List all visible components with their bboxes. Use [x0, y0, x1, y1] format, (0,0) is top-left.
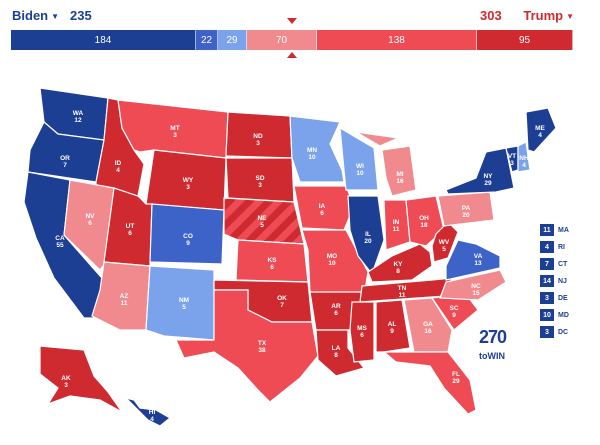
state-al[interactable]: [375, 299, 411, 353]
chevron-down-icon: ▼: [566, 12, 574, 22]
state-nm[interactable]: [145, 265, 215, 341]
trump-total: 303: [480, 8, 502, 23]
270towin-logo: 270 toWIN: [479, 327, 507, 364]
state-ne[interactable]: [223, 197, 305, 245]
state-ny[interactable]: [445, 147, 515, 195]
bar-segment-likely-d[interactable]: 22: [196, 30, 218, 50]
segment-value: 184: [94, 34, 112, 46]
bar-segment-likely-r[interactable]: 138: [317, 30, 477, 50]
bar-segment-safe-r[interactable]: 95: [477, 30, 573, 50]
biden-total: 235: [70, 8, 92, 23]
logo-sub: toWIN: [479, 351, 505, 361]
state-ga[interactable]: [403, 297, 453, 353]
state-me[interactable]: [525, 107, 557, 153]
bar-segment-lean-r[interactable]: 70: [247, 30, 317, 50]
small-state-ma[interactable]: 11 MA: [540, 222, 569, 238]
270-marker-top-icon: [287, 18, 297, 24]
state-sd[interactable]: [225, 157, 295, 203]
state-hi[interactable]: [124, 396, 172, 427]
state-fl[interactable]: [382, 351, 477, 415]
small-state-abbr: DC: [558, 328, 569, 336]
state-la[interactable]: [315, 329, 366, 377]
small-state-ev: 3: [540, 292, 554, 304]
small-state-abbr: DE: [558, 294, 568, 302]
small-state-abbr: CT: [558, 260, 568, 268]
segment-value: 70: [275, 34, 288, 46]
small-state-ev: 4: [540, 241, 554, 253]
state-nd[interactable]: [225, 111, 293, 159]
state-tx[interactable]: [175, 289, 319, 403]
state-ks[interactable]: [235, 239, 309, 283]
small-state-ev: 10: [540, 309, 554, 321]
state-mi[interactable]: [355, 131, 417, 197]
state-ky[interactable]: [367, 243, 433, 283]
small-state-abbr: RI: [558, 243, 565, 251]
biden-label: Biden: [12, 8, 49, 23]
small-state-abbr: MD: [558, 311, 569, 319]
small-state-abbr: MA: [558, 226, 569, 234]
header-bar: Biden ▼ 235 303 Trump ▼: [0, 0, 600, 28]
segment-value: 29: [226, 34, 238, 46]
us-electoral-map: WA12OR7CA55ID4NV6MT3WY3UT6AZ11CO9NM5ND3S…: [23, 87, 557, 427]
state-az[interactable]: [91, 261, 151, 331]
small-state-dc[interactable]: 3 DC: [540, 324, 569, 340]
state-mt[interactable]: [117, 99, 229, 159]
state-in[interactable]: [383, 199, 411, 251]
state-wy[interactable]: [145, 149, 227, 211]
small-state-ct[interactable]: 7 CT: [540, 256, 569, 272]
small-states-list: 11 MA 4 RI 7 CT 14 NJ 3 DE 10 MD 3 DC: [540, 222, 569, 341]
state-ak[interactable]: [39, 345, 123, 413]
270-marker-bottom-icon: [287, 52, 297, 58]
small-state-ri[interactable]: 4 RI: [540, 239, 569, 255]
state-co[interactable]: [149, 203, 225, 265]
small-state-ev: 11: [540, 224, 554, 236]
small-state-abbr: NJ: [558, 277, 567, 285]
segment-value: 22: [200, 34, 213, 46]
state-pa[interactable]: [437, 191, 495, 227]
chevron-down-icon: ▼: [51, 12, 60, 22]
small-state-ev: 14: [540, 275, 554, 287]
logo-number: 270: [479, 327, 507, 347]
state-ia[interactable]: [293, 185, 355, 231]
state-wi[interactable]: [339, 126, 379, 191]
state-nh[interactable]: [517, 141, 531, 173]
small-state-md[interactable]: 10 MD: [540, 307, 569, 323]
segment-value: 95: [518, 34, 531, 46]
small-state-ev: 3: [540, 326, 554, 338]
bar-segment-safe-d[interactable]: 184: [11, 30, 196, 50]
trump-dropdown[interactable]: Trump ▼: [523, 8, 574, 23]
trump-label: Trump: [523, 8, 564, 23]
state-va[interactable]: [445, 239, 501, 281]
biden-dropdown[interactable]: Biden ▼: [12, 8, 59, 23]
small-state-nj[interactable]: 14 NJ: [540, 273, 569, 289]
state-nc[interactable]: [439, 269, 507, 301]
segment-value: 138: [388, 34, 405, 46]
state-mn[interactable]: [289, 115, 345, 183]
small-state-de[interactable]: 3 DE: [540, 290, 569, 306]
electoral-vote-bar: 184 22 29 70 138 95: [11, 30, 573, 50]
bar-segment-lean-d[interactable]: 29: [218, 30, 247, 50]
small-state-ev: 7: [540, 258, 554, 270]
state-ms[interactable]: [349, 301, 375, 363]
